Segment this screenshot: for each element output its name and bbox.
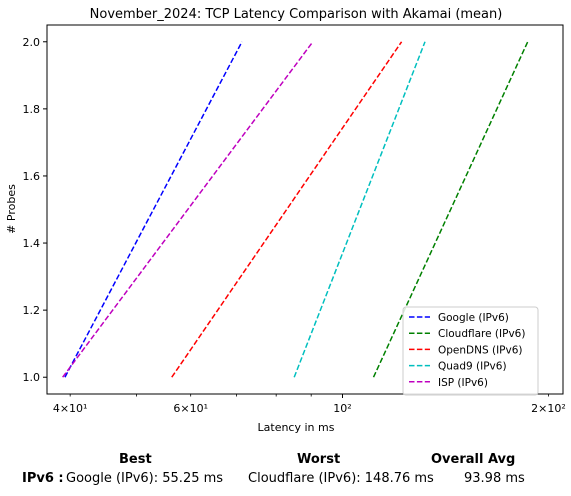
y-tick-label: 1.0 (23, 371, 41, 384)
summary-best-value: Google (IPv6): 55.25 ms (66, 471, 224, 486)
y-axis-label: # Probes (5, 184, 18, 234)
series-line-3 (293, 41, 426, 378)
summary-worst-header: Worst (297, 452, 341, 467)
series-line-1 (372, 41, 529, 378)
x-axis-label: Latency in ms (258, 421, 335, 434)
summary-avg-header: Overall Avg (431, 452, 516, 467)
y-tick-label: 1.8 (23, 103, 41, 116)
x-tick-label: 6×10¹ (173, 402, 208, 415)
series-line-2 (171, 41, 403, 378)
summary-avg-value: 93.98 ms (464, 471, 525, 486)
summary-best-header: Best (119, 452, 152, 467)
legend-label: Quad9 (IPv6) (438, 361, 507, 373)
summary-worst-value: Cloudflare (IPv6): 148.76 ms (248, 471, 434, 486)
y-tick-label: 1.2 (23, 304, 41, 317)
x-tick-label: 2×10² (531, 402, 566, 415)
y-tick-label: 1.6 (23, 170, 41, 183)
series-line-4 (62, 41, 314, 378)
plot-area-frame (46, 24, 564, 395)
legend-label: Cloudflare (IPv6) (438, 328, 525, 340)
summary-row-label: IPv6 : (22, 471, 64, 486)
latency-chart: November_2024: TCP Latency Comparison wi… (5, 7, 566, 434)
legend-label: ISP (IPv6) (438, 377, 488, 389)
legend-label: Google (IPv6) (438, 312, 509, 324)
legend: Google (IPv6) Cloudflare (IPv6) OpenDNS (I… (402, 306, 539, 396)
series-line-0 (64, 41, 243, 378)
y-tick-label: 2.0 (23, 36, 41, 49)
legend-box (402, 306, 539, 396)
y-tick-label: 1.4 (23, 237, 41, 250)
chart-title: November_2024: TCP Latency Comparison wi… (90, 7, 503, 22)
x-tick-label: 10² (333, 402, 351, 415)
legend-label: OpenDNS (IPv6) (438, 344, 523, 356)
x-tick-label: 4×10¹ (53, 402, 88, 415)
